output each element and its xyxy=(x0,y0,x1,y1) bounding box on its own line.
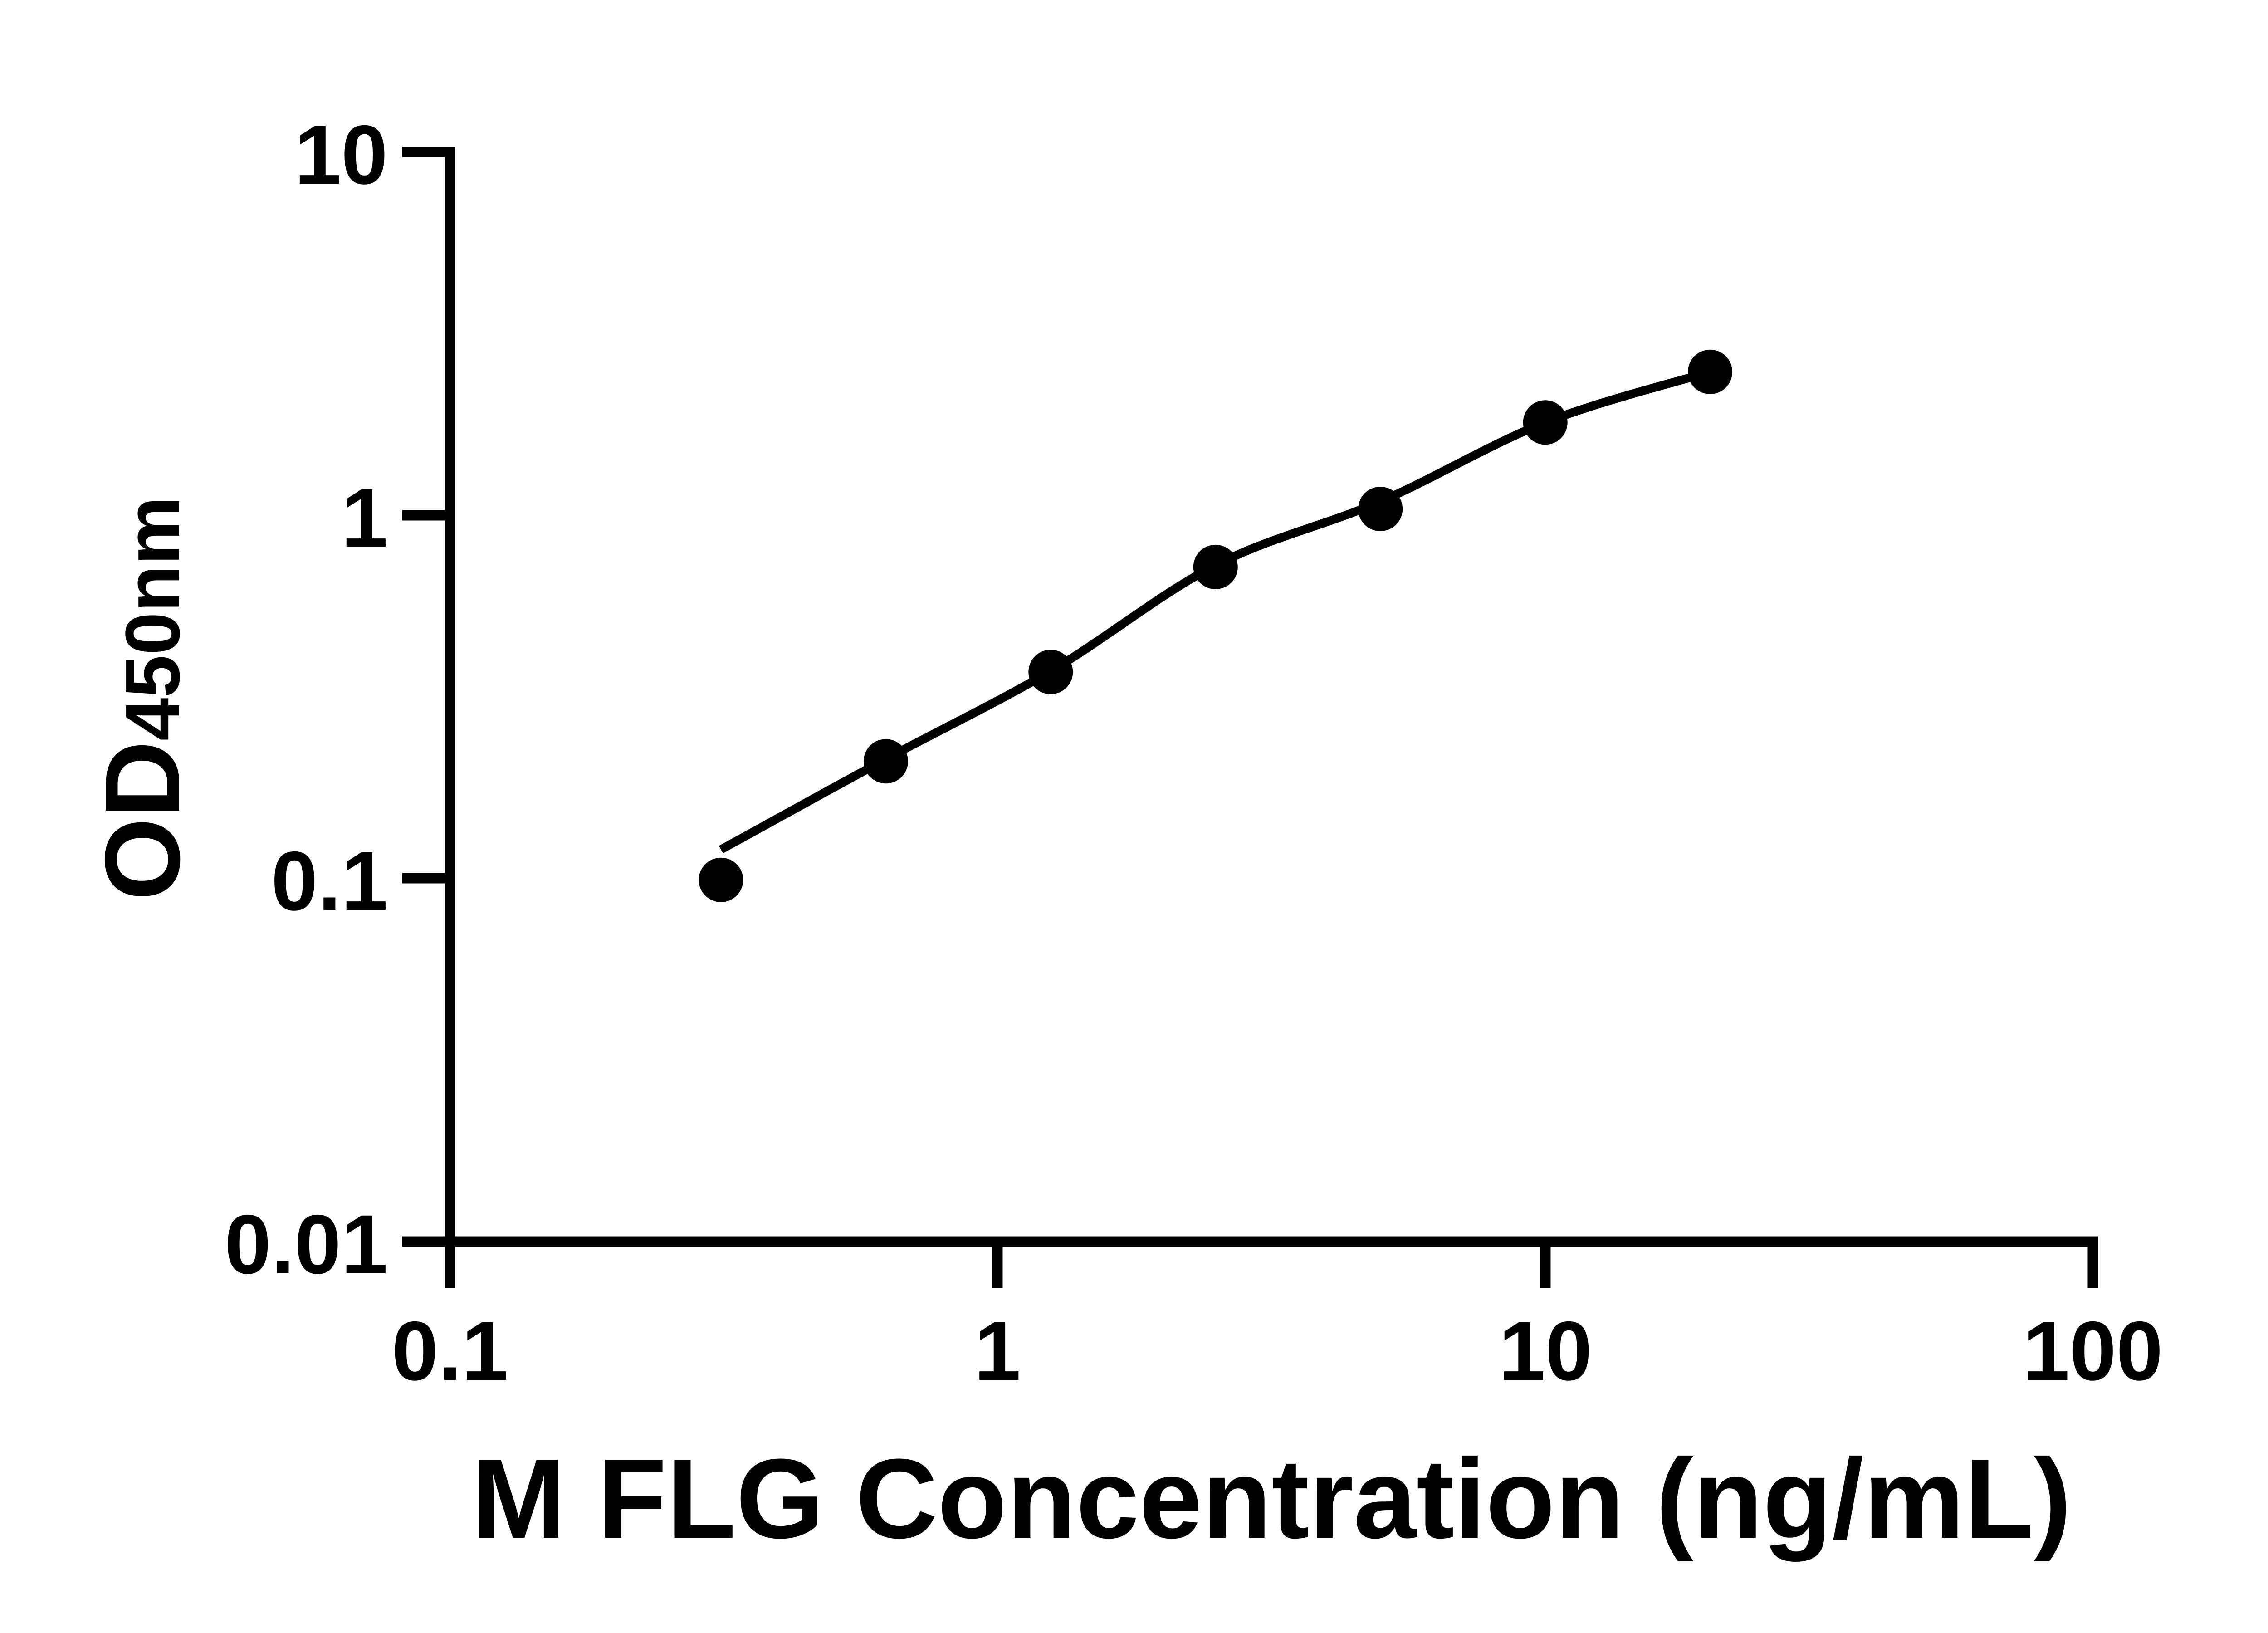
data-points xyxy=(699,349,1733,902)
y-tick-label: 1 xyxy=(341,472,388,565)
y-tick-label: 10 xyxy=(294,108,388,202)
y-axis: 10 1 0.1 0.01 OD450nm xyxy=(83,108,455,1291)
data-point xyxy=(1688,349,1733,394)
x-tick-label: 1 xyxy=(974,1305,1021,1398)
data-point xyxy=(1358,487,1403,531)
y-tick-label: 0.01 xyxy=(225,1198,388,1291)
data-point xyxy=(1523,400,1568,445)
data-point xyxy=(1028,650,1073,694)
data-point xyxy=(863,739,908,784)
x-tick-label: 10 xyxy=(1499,1305,1592,1398)
x-axis-title: M FLG Concentration (ng/mL) xyxy=(471,1435,2071,1562)
x-tick-label: 100 xyxy=(2023,1305,2163,1398)
x-tick-label: 0.1 xyxy=(391,1305,508,1398)
data-point xyxy=(1193,544,1238,589)
data-point xyxy=(699,857,743,902)
x-axis: 0.1 1 10 100 M FLG Concentration (ng/mL) xyxy=(391,1236,2163,1562)
y-axis-title: OD450nm xyxy=(83,496,202,900)
y-tick-label: 0.1 xyxy=(271,835,388,928)
